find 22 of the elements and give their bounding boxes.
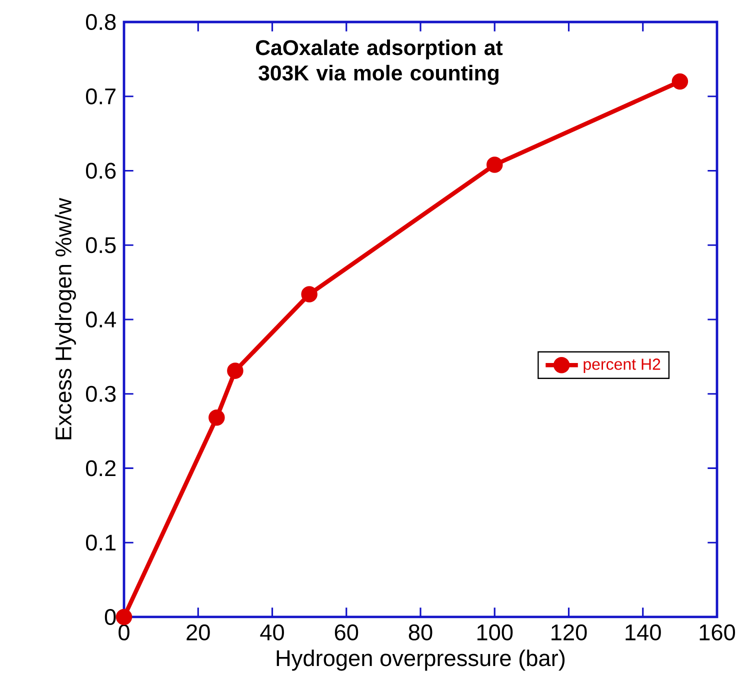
y-tick-label: 0.2 [86,460,116,476]
x-tick-label: 40 [260,624,284,640]
x-tick-label: 160 [700,624,736,640]
y-axis-title: Excess Hydrogen %w/w [54,198,76,440]
y-tick-label: 0.8 [86,14,116,30]
x-tick-label: 120 [552,624,587,640]
y-tick-label: 0.1 [86,534,116,551]
x-tick-label: 0 [118,624,130,640]
x-tick-label: 60 [334,624,358,640]
x-tick-label: 100 [477,624,513,640]
y-tick-label: 0.4 [86,311,116,328]
y-tick-label: 0.6 [86,162,116,179]
y-tick-label: 0.5 [86,237,116,254]
x-tick-label: 140 [626,624,661,640]
y-tick-label: 0.3 [86,386,116,402]
x-tick-label: 80 [408,624,432,640]
x-axis-title: Hydrogen overpressure (bar) [276,650,565,671]
x-tick-label: 20 [186,624,210,640]
y-tick-label: 0.7 [86,88,116,104]
y-tick-label: 0 [104,608,116,626]
legend-label: percent H2 [584,358,660,374]
text: CaOxalate adsorption at 303K via mole counting [256,40,503,85]
